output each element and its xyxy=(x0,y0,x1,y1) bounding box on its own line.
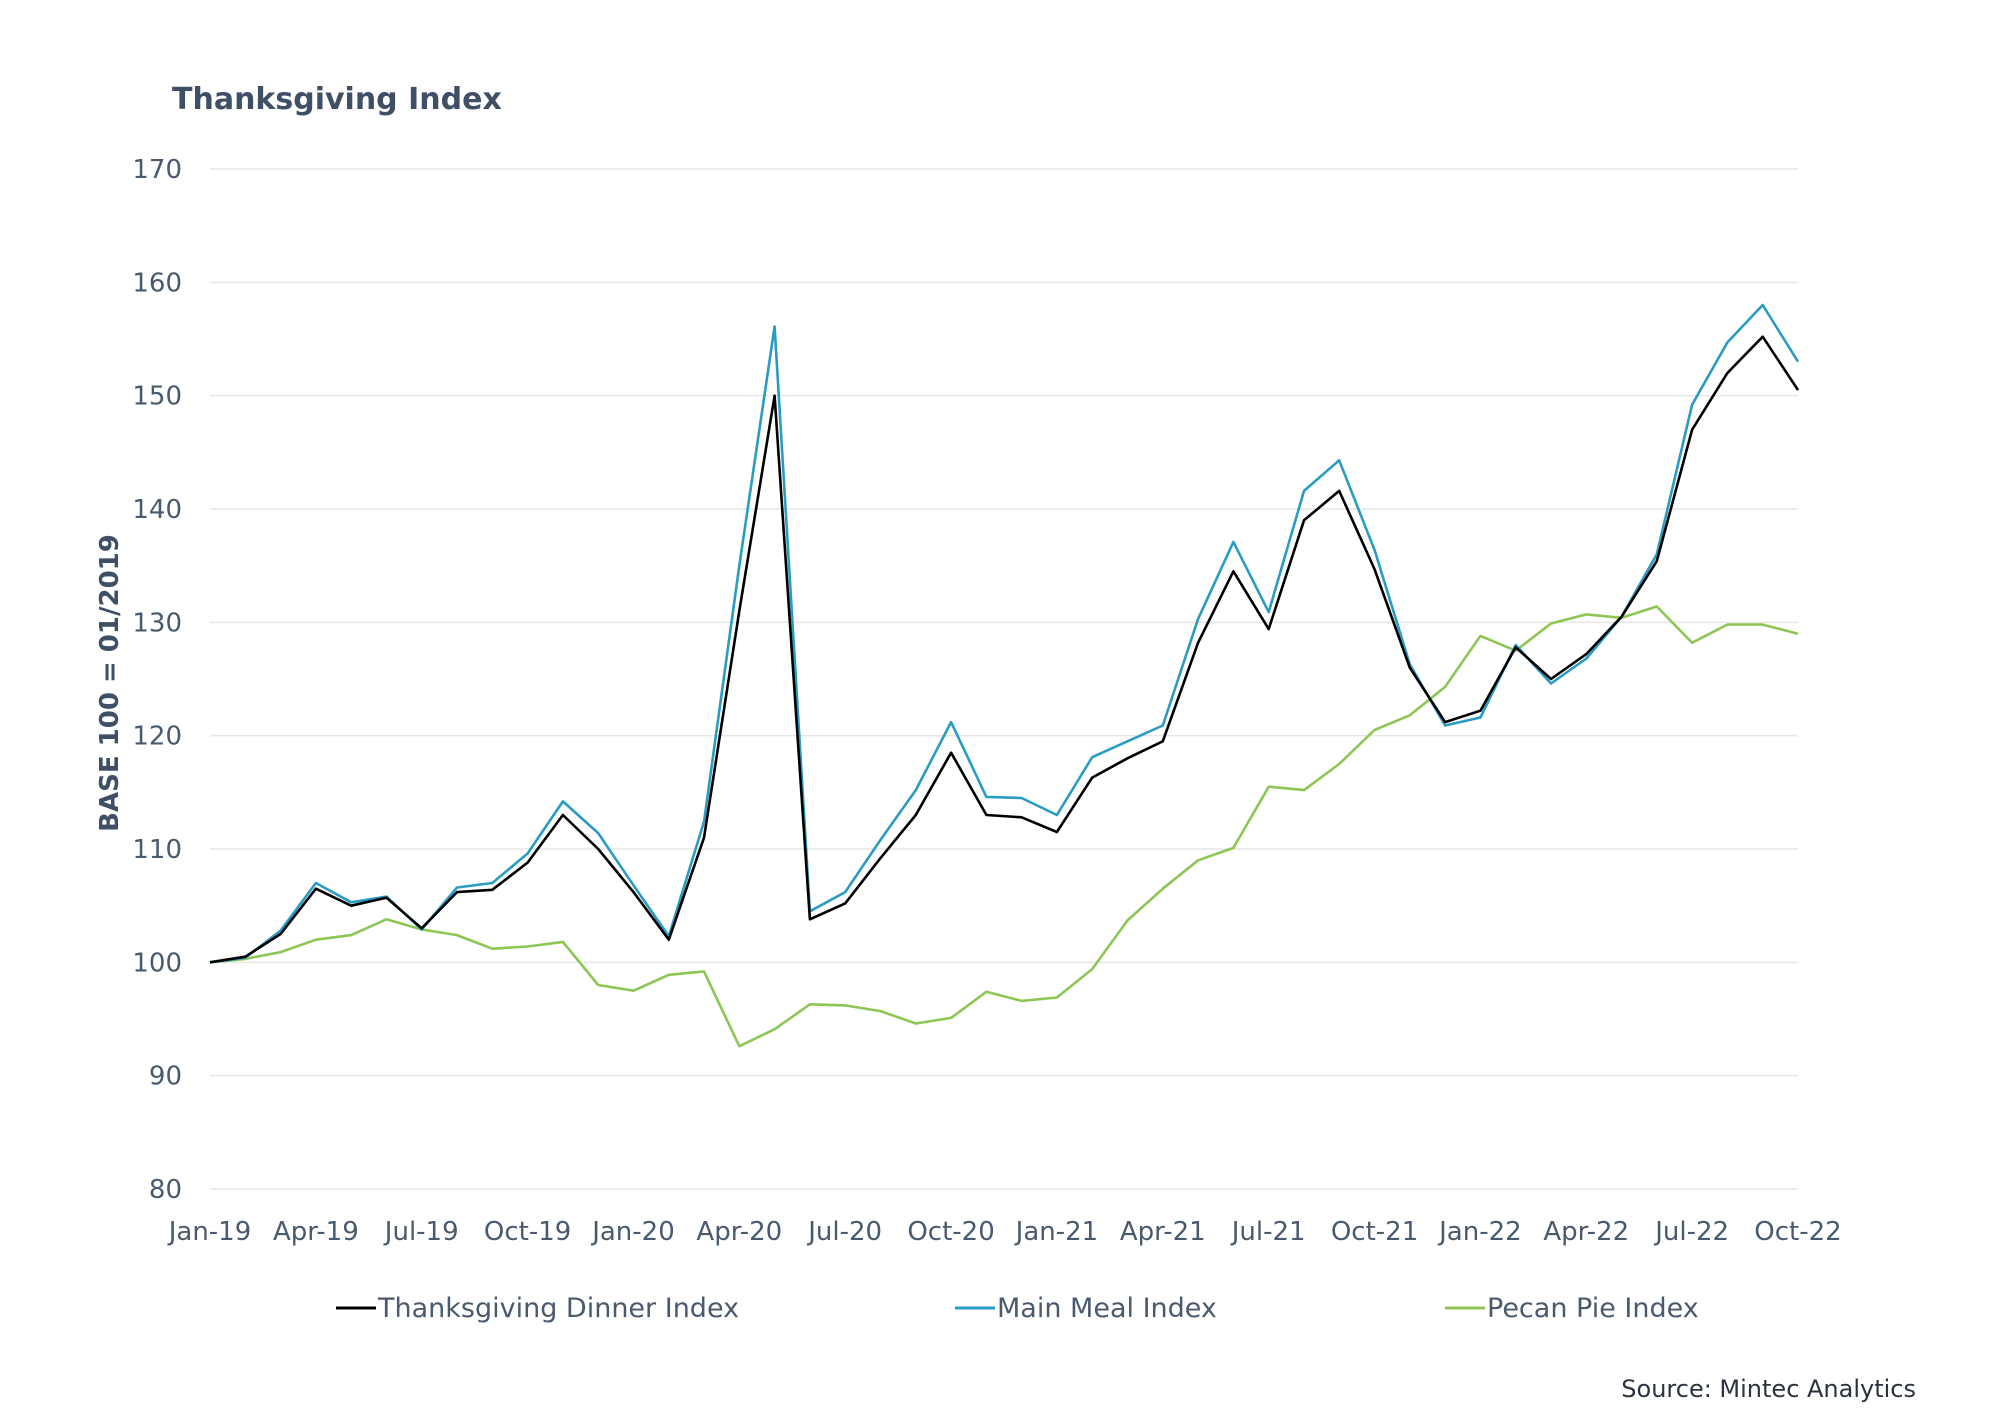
legend-item-thanksgiving-dinner-index: Thanksgiving Dinner Index xyxy=(336,1293,739,1324)
y-tick-label: 90 xyxy=(149,1062,182,1092)
y-tick-label: 110 xyxy=(132,835,182,865)
gridlines xyxy=(210,168,1798,1190)
legend-item-pecan-pie-index: Pecan Pie Index xyxy=(1445,1293,1699,1324)
legend-label: Main Meal Index xyxy=(997,1293,1217,1324)
x-tick-label: Jul-22 xyxy=(1653,1217,1729,1247)
x-tick-label: Apr-19 xyxy=(273,1217,359,1247)
y-tick-label: 80 xyxy=(149,1175,182,1205)
x-tick-label: Jul-21 xyxy=(1230,1217,1306,1247)
x-tick-label: Jul-19 xyxy=(383,1217,459,1247)
y-tick-label: 150 xyxy=(132,382,182,412)
y-tick-label: 130 xyxy=(132,608,182,638)
y-tick-label: 160 xyxy=(132,268,182,298)
legend-label: Thanksgiving Dinner Index xyxy=(377,1293,739,1324)
y-axis-label: BASE 100 = 01/2019 xyxy=(95,534,125,832)
x-tick-label: Apr-20 xyxy=(696,1217,782,1247)
y-tick-label: 120 xyxy=(132,722,182,752)
y-axis-ticks: 80 90 100 110 120 130 140 150 160 170 xyxy=(132,155,182,1205)
x-axis-ticks: Jan-19 Apr-19 Jul-19 Oct-19 Jan-20 Apr-20 Jul-… xyxy=(167,1217,1842,1247)
series-line-pecan-pie-index xyxy=(209,605,1799,1048)
chart-title: Thanksgiving Index xyxy=(172,82,502,117)
legend-label: Pecan Pie Index xyxy=(1487,1293,1699,1324)
x-tick-label: Jan-20 xyxy=(590,1217,675,1247)
y-tick-label: 100 xyxy=(132,948,182,978)
legend-item-main-meal-index: Main Meal Index xyxy=(955,1293,1217,1324)
x-tick-label: Apr-21 xyxy=(1120,1217,1206,1247)
x-tick-label: Oct-21 xyxy=(1331,1217,1418,1247)
legend: Thanksgiving Dinner Index Main Meal Index… xyxy=(336,1293,1699,1324)
x-tick-label: Apr-22 xyxy=(1543,1217,1629,1247)
series-line-main-meal-index xyxy=(209,303,1800,964)
x-tick-label: Oct-22 xyxy=(1754,1217,1841,1247)
x-tick-label: Jul-20 xyxy=(806,1217,882,1247)
x-tick-label: Oct-19 xyxy=(484,1217,571,1247)
x-tick-label: Oct-20 xyxy=(907,1217,994,1247)
x-tick-label: Jan-22 xyxy=(1437,1217,1522,1247)
series-lines xyxy=(209,303,1800,1048)
y-tick-label: 140 xyxy=(132,495,182,525)
source-note: Source: Mintec Analytics xyxy=(1621,1375,1916,1403)
x-tick-label: Jan-19 xyxy=(167,1217,252,1247)
x-tick-label: Jan-21 xyxy=(1014,1217,1099,1247)
y-tick-label: 170 xyxy=(132,155,182,185)
series-line-thanksgiving-dinner-index xyxy=(209,335,1800,964)
